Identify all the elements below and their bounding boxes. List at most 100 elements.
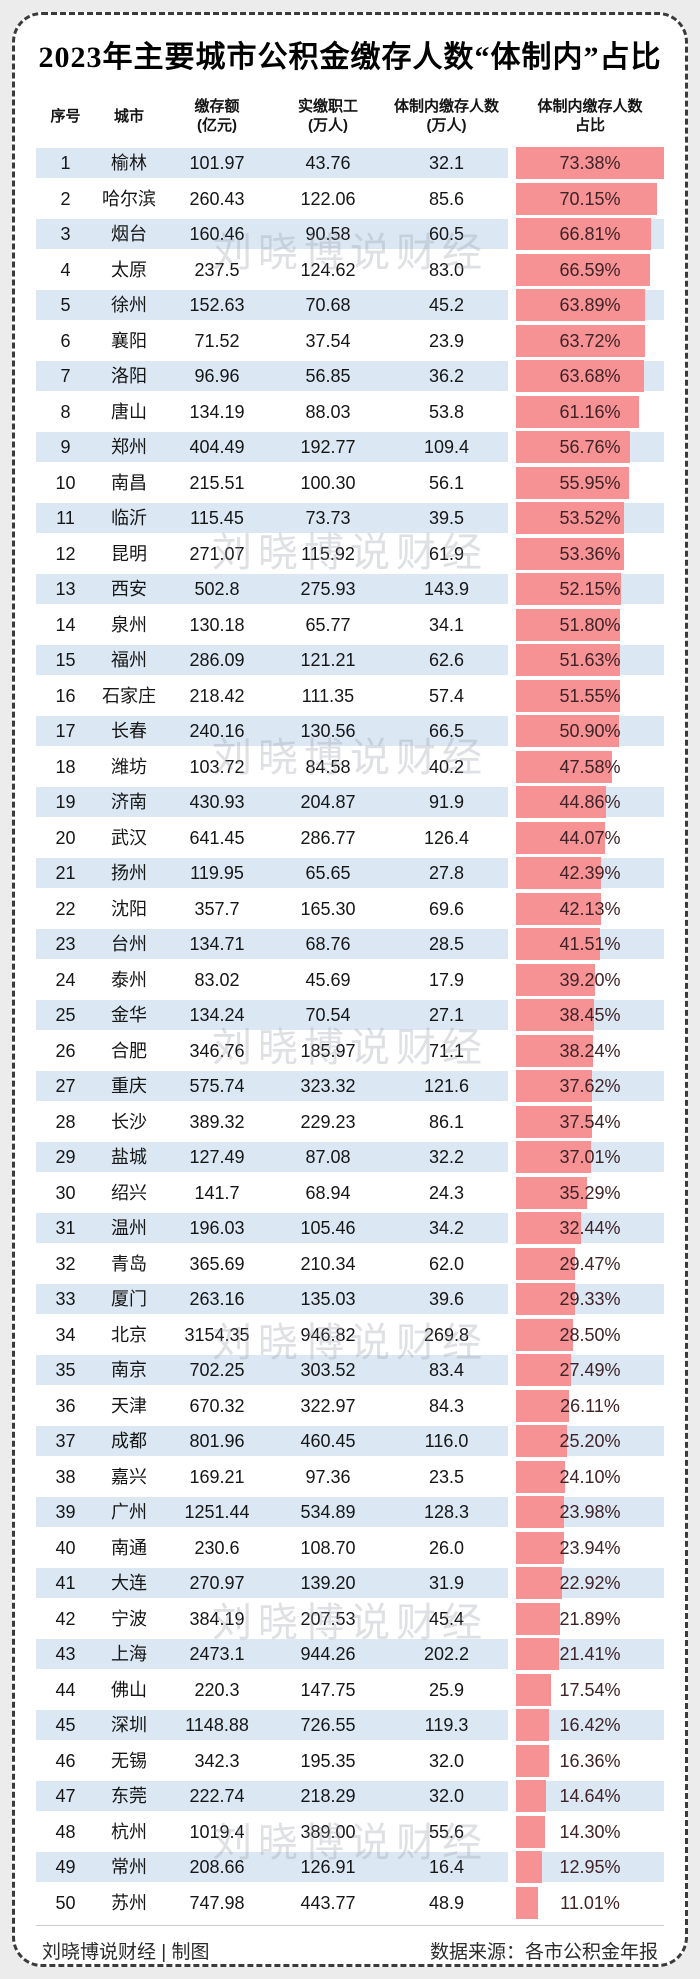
inside-system-count-cell: 48.9 — [428, 1892, 465, 1913]
deposit-amount-cell: 747.98 — [189, 1892, 245, 1913]
table-row: 7 洛阳 96.96 56.85 36.2 63.68% — [36, 360, 664, 392]
ratio-cell: 50.90% — [516, 715, 664, 747]
paying-employees-cell: 210.34 — [300, 1253, 356, 1274]
ratio-label: 66.59% — [559, 259, 621, 280]
row-main-band: 24 泰州 83.02 45.69 17.9 — [36, 965, 508, 995]
ratio-label: 53.36% — [559, 543, 621, 564]
row-gap — [508, 680, 516, 711]
ratio-label: 38.24% — [559, 1040, 621, 1061]
city-cell: 长春 — [111, 721, 147, 741]
city-cell: 金华 — [111, 1005, 147, 1025]
paying-employees-cell: 323.32 — [300, 1076, 356, 1096]
rank-cell: 23 — [55, 934, 76, 954]
ratio-label: 38.45% — [559, 1005, 621, 1025]
row-main-band: 30 绍兴 141.7 68.94 24.3 — [36, 1178, 508, 1208]
row-main-band: 8 唐山 134.19 88.03 53.8 — [36, 397, 508, 427]
row-gap — [508, 1142, 516, 1172]
paying-employees-cell: 946.82 — [300, 1324, 356, 1345]
row-main-band: 12 昆明 271.07 115.92 61.9 — [36, 539, 508, 569]
row-main-band: 6 襄阳 71.52 37.54 23.9 — [36, 326, 508, 356]
row-gap — [508, 361, 516, 391]
paying-employees-cell: 322.97 — [300, 1395, 356, 1416]
table-row: 32 青岛 365.69 210.34 62.0 29.47% — [36, 1247, 664, 1280]
ratio-cell: 39.20% — [516, 963, 664, 996]
ratio-cell: 41.51% — [516, 928, 664, 960]
row-main-band: 45 深圳 1148.88 726.55 119.3 — [36, 1710, 508, 1740]
ratio-bar — [516, 750, 612, 783]
deposit-amount-cell: 134.71 — [189, 934, 245, 954]
table-row: 25 金华 134.24 70.54 27.1 38.45% — [36, 999, 664, 1031]
ratio-cell: 47.58% — [516, 750, 664, 783]
rank-cell: 50 — [55, 1892, 76, 1913]
ratio-cell: 16.36% — [516, 1744, 664, 1777]
ratio-cell: 55.95% — [516, 466, 664, 499]
row-gap — [508, 858, 516, 888]
row-gap — [508, 1852, 516, 1882]
ratio-cell: 14.64% — [516, 1780, 664, 1812]
paying-employees-cell: 443.77 — [300, 1892, 356, 1913]
deposit-amount-cell: 384.19 — [189, 1608, 245, 1629]
data-source-text: 数据来源：各市公积金年报 — [429, 1941, 658, 1963]
deposit-amount-cell: 215.51 — [189, 472, 245, 493]
city-cell: 北京 — [111, 1324, 147, 1345]
ratio-cell: 63.72% — [516, 324, 664, 357]
paying-employees-cell: 944.26 — [300, 1644, 356, 1664]
city-cell: 榆林 — [111, 153, 147, 173]
deposit-amount-cell: 670.32 — [189, 1395, 245, 1416]
paying-employees-cell: 124.62 — [300, 259, 356, 280]
inside-system-count-cell: 45.4 — [428, 1608, 465, 1629]
table-row: 15 福州 286.09 121.21 62.6 51.63% — [36, 644, 664, 676]
row-main-band: 21 扬州 119.95 65.65 27.8 — [36, 858, 508, 888]
city-cell: 天津 — [111, 1395, 147, 1416]
row-main-band: 42 宁波 384.19 207.53 45.4 — [36, 1604, 508, 1634]
row-main-band: 18 潍坊 103.72 84.58 40.2 — [36, 752, 508, 782]
row-gap — [508, 1568, 516, 1598]
deposit-amount-cell: 220.3 — [194, 1679, 240, 1700]
inside-system-count-cell: 143.9 — [423, 579, 470, 599]
ratio-cell: 22.92% — [516, 1567, 664, 1599]
row-gap — [508, 503, 516, 533]
paying-employees-cell: 43.76 — [305, 153, 351, 173]
row-gap — [508, 1639, 516, 1669]
rank-cell: 15 — [55, 650, 76, 670]
row-gap — [508, 1035, 516, 1066]
inside-system-count-cell: 56.1 — [428, 472, 465, 493]
city-cell: 成都 — [111, 1431, 147, 1451]
row-main-band: 2 哈尔滨 260.43 122.06 85.6 — [36, 184, 508, 214]
ratio-cell: 29.47% — [516, 1247, 664, 1280]
row-main-band: 7 洛阳 96.96 56.85 36.2 — [36, 361, 508, 391]
paying-employees-cell: 130.56 — [300, 721, 356, 741]
row-gap — [508, 290, 516, 320]
rank-cell: 9 — [60, 437, 71, 457]
ratio-label: 24.10% — [559, 1466, 621, 1487]
deposit-amount-cell: 222.74 — [189, 1786, 245, 1806]
rank-cell: 38 — [55, 1466, 76, 1487]
rank-cell: 10 — [55, 472, 76, 493]
ratio-label: 35.29% — [559, 1182, 621, 1203]
inside-system-count-cell: 128.3 — [423, 1502, 470, 1522]
deposit-amount-cell: 260.43 — [189, 188, 245, 209]
footer-divider — [36, 1924, 664, 1926]
paying-employees-cell: 68.76 — [305, 934, 351, 954]
table-row: 37 成都 801.96 460.45 116.0 25.20% — [36, 1425, 664, 1457]
ratio-label: 32.44% — [559, 1218, 621, 1238]
ratio-cell: 14.30% — [516, 1815, 664, 1848]
rank-cell: 40 — [55, 1537, 76, 1558]
inside-system-count-cell: 66.5 — [428, 721, 465, 741]
ratio-cell: 73.38% — [516, 147, 664, 179]
row-gap — [508, 716, 516, 746]
ratio-cell: 16.42% — [516, 1709, 664, 1741]
inside-system-count-cell: 62.6 — [428, 650, 465, 670]
table-row: 20 武汉 641.45 286.77 126.4 44.07% — [36, 821, 664, 854]
city-cell: 杭州 — [111, 1821, 147, 1842]
ratio-label: 17.54% — [559, 1679, 621, 1700]
inside-system-count-cell: 83.4 — [428, 1360, 465, 1380]
row-main-band: 37 成都 801.96 460.45 116.0 — [36, 1426, 508, 1456]
table-row: 50 苏州 747.98 443.77 48.9 11.01% — [36, 1886, 664, 1919]
ratio-bar — [516, 821, 605, 854]
ratio-cell: 38.24% — [516, 1034, 664, 1067]
row-main-band: 39 广州 1251.44 534.89 128.3 — [36, 1497, 508, 1527]
paying-employees-cell: 726.55 — [300, 1715, 356, 1735]
ratio-cell: 21.89% — [516, 1602, 664, 1635]
city-cell: 嘉兴 — [111, 1466, 147, 1487]
